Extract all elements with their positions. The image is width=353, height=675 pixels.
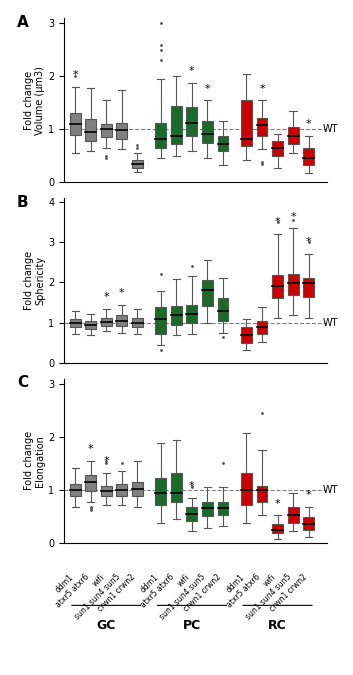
FancyBboxPatch shape — [217, 136, 228, 151]
FancyBboxPatch shape — [186, 107, 197, 136]
FancyBboxPatch shape — [202, 122, 213, 142]
FancyBboxPatch shape — [288, 507, 299, 523]
FancyBboxPatch shape — [217, 298, 228, 321]
Text: WT: WT — [323, 124, 338, 134]
Text: *: * — [259, 84, 265, 94]
Text: crwn1 crwn2: crwn1 crwn2 — [182, 572, 223, 614]
FancyBboxPatch shape — [85, 321, 96, 329]
FancyBboxPatch shape — [257, 321, 268, 334]
FancyBboxPatch shape — [132, 482, 143, 496]
Text: A: A — [17, 15, 29, 30]
FancyBboxPatch shape — [241, 327, 252, 343]
FancyBboxPatch shape — [257, 486, 268, 502]
Text: sun1 sun4 sun5: sun1 sun4 sun5 — [73, 572, 122, 622]
Text: ddm1: ddm1 — [139, 572, 161, 594]
Text: *: * — [103, 292, 109, 302]
Text: C: C — [17, 375, 28, 390]
FancyBboxPatch shape — [272, 141, 283, 156]
Text: sun1 sun4 sun5: sun1 sun4 sun5 — [158, 572, 208, 622]
Text: *: * — [72, 70, 78, 80]
FancyBboxPatch shape — [132, 160, 143, 167]
FancyBboxPatch shape — [241, 100, 252, 146]
Text: *: * — [189, 66, 195, 76]
Text: ddm1: ddm1 — [225, 572, 246, 594]
Text: *: * — [306, 237, 311, 247]
Text: *: * — [275, 217, 280, 227]
FancyBboxPatch shape — [116, 315, 127, 326]
FancyBboxPatch shape — [303, 148, 314, 165]
Text: *: * — [119, 288, 125, 298]
Text: wifi: wifi — [262, 572, 277, 589]
FancyBboxPatch shape — [303, 277, 314, 296]
FancyBboxPatch shape — [288, 273, 299, 296]
Text: *: * — [205, 84, 210, 94]
Text: B: B — [17, 195, 29, 210]
Text: atxr5 atxr6: atxr5 atxr6 — [139, 572, 176, 610]
Text: *: * — [103, 456, 109, 466]
Text: ddm1: ddm1 — [53, 572, 75, 594]
Text: *: * — [88, 444, 94, 454]
Text: wifi: wifi — [176, 572, 192, 589]
FancyBboxPatch shape — [202, 502, 213, 516]
FancyBboxPatch shape — [70, 319, 80, 327]
FancyBboxPatch shape — [101, 124, 112, 137]
Text: WT: WT — [323, 317, 338, 327]
Y-axis label: Fold change
Elongation: Fold change Elongation — [24, 431, 46, 490]
FancyBboxPatch shape — [116, 123, 127, 139]
FancyBboxPatch shape — [155, 479, 166, 505]
FancyBboxPatch shape — [186, 507, 197, 520]
FancyBboxPatch shape — [70, 113, 80, 134]
FancyBboxPatch shape — [186, 304, 197, 323]
FancyBboxPatch shape — [116, 483, 127, 496]
Y-axis label: Fold change
Sphericity: Fold change Sphericity — [24, 251, 46, 310]
Text: wifi: wifi — [90, 572, 106, 589]
FancyBboxPatch shape — [171, 306, 182, 325]
Text: RC: RC — [268, 618, 287, 632]
Text: *: * — [189, 481, 195, 491]
Y-axis label: Fold change
Volume (μm3): Fold change Volume (μm3) — [24, 65, 46, 134]
FancyBboxPatch shape — [70, 483, 80, 496]
Text: atxr5 atxr6: atxr5 atxr6 — [54, 572, 91, 610]
FancyBboxPatch shape — [217, 502, 228, 516]
FancyBboxPatch shape — [303, 518, 314, 530]
Text: *: * — [290, 212, 296, 222]
FancyBboxPatch shape — [272, 275, 283, 298]
Text: atxr5 atxr6: atxr5 atxr6 — [225, 572, 262, 610]
FancyBboxPatch shape — [101, 486, 112, 496]
Text: crwn1 crwn2: crwn1 crwn2 — [96, 572, 137, 614]
Text: WT: WT — [323, 485, 338, 495]
FancyBboxPatch shape — [171, 105, 182, 144]
FancyBboxPatch shape — [155, 307, 166, 334]
Text: *: * — [275, 499, 280, 509]
FancyBboxPatch shape — [288, 127, 299, 144]
Text: GC: GC — [97, 618, 116, 632]
Text: PC: PC — [183, 618, 201, 632]
FancyBboxPatch shape — [202, 281, 213, 306]
FancyBboxPatch shape — [155, 123, 166, 148]
Text: crwn1 crwn2: crwn1 crwn2 — [268, 572, 309, 614]
Text: sun1 sun4 sun5: sun1 sun4 sun5 — [244, 572, 293, 622]
FancyBboxPatch shape — [257, 117, 268, 136]
FancyBboxPatch shape — [132, 318, 143, 327]
FancyBboxPatch shape — [101, 318, 112, 326]
FancyBboxPatch shape — [241, 473, 252, 505]
FancyBboxPatch shape — [85, 119, 96, 141]
FancyBboxPatch shape — [85, 475, 96, 491]
Text: *: * — [306, 490, 311, 500]
FancyBboxPatch shape — [171, 473, 182, 502]
Text: *: * — [306, 119, 311, 129]
FancyBboxPatch shape — [272, 524, 283, 533]
